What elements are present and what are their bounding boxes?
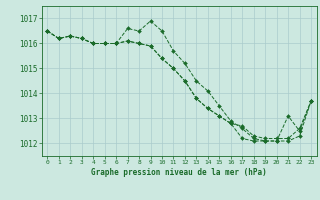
X-axis label: Graphe pression niveau de la mer (hPa): Graphe pression niveau de la mer (hPa) (91, 168, 267, 177)
